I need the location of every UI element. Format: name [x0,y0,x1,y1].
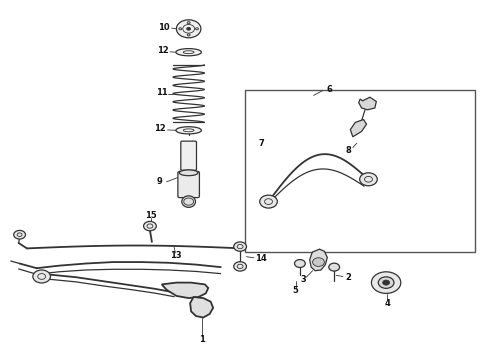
Circle shape [144,221,156,231]
Circle shape [14,230,25,239]
Circle shape [383,280,390,285]
Circle shape [234,242,246,251]
Text: 10: 10 [158,22,170,31]
Circle shape [360,173,377,186]
Polygon shape [359,97,376,110]
Circle shape [329,263,340,271]
Circle shape [294,260,305,267]
Text: 12: 12 [154,124,166,133]
Circle shape [260,195,277,208]
Circle shape [176,20,201,38]
Text: 14: 14 [255,253,267,263]
Circle shape [313,258,324,266]
FancyBboxPatch shape [181,141,196,170]
Polygon shape [162,283,208,298]
Ellipse shape [179,170,198,176]
Polygon shape [310,249,327,271]
Circle shape [33,270,50,283]
Text: 1: 1 [199,335,205,343]
Circle shape [187,22,190,24]
Text: 4: 4 [384,299,390,307]
FancyBboxPatch shape [178,171,199,198]
Circle shape [234,262,246,271]
Polygon shape [350,120,367,137]
Circle shape [371,272,401,293]
Text: 2: 2 [345,273,351,282]
Text: 3: 3 [301,275,307,284]
Text: 11: 11 [156,88,168,97]
Circle shape [196,28,198,30]
Circle shape [179,28,182,30]
Text: 8: 8 [345,146,351,155]
Bar [245,90,475,252]
Text: 5: 5 [292,286,298,295]
Text: 13: 13 [170,251,181,260]
Ellipse shape [176,127,201,134]
Circle shape [187,34,190,36]
Circle shape [187,27,191,30]
Ellipse shape [182,196,196,207]
Text: 9: 9 [157,177,163,186]
Text: 12: 12 [157,46,169,55]
Text: 7: 7 [258,139,264,148]
Circle shape [378,277,394,288]
Text: 15: 15 [145,211,157,220]
Polygon shape [190,297,213,318]
Ellipse shape [176,49,201,56]
Text: 6: 6 [326,85,332,94]
